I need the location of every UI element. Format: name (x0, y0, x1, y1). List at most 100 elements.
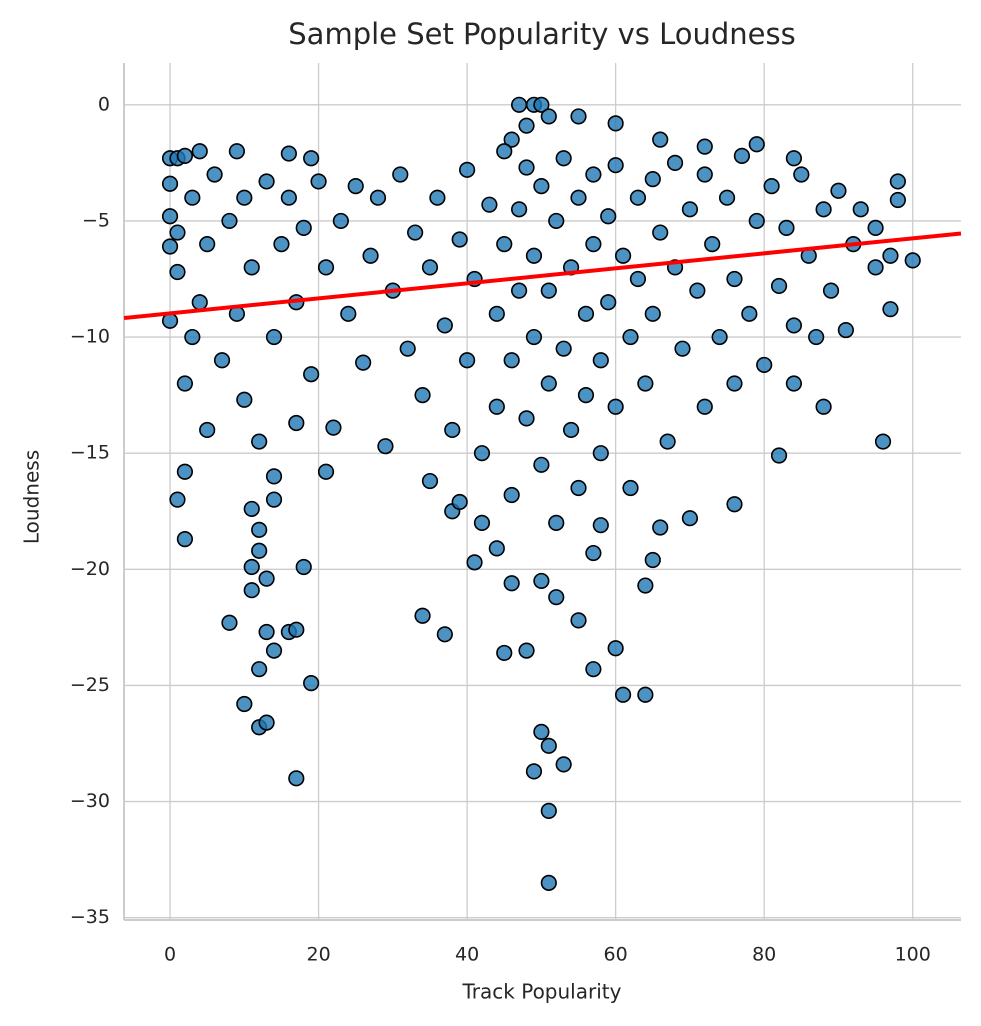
point (436, 626, 453, 643)
y-tick-label: −20 (70, 558, 110, 580)
point (874, 433, 892, 450)
point (525, 328, 543, 346)
point (837, 321, 854, 339)
point (444, 421, 461, 439)
point (199, 421, 216, 439)
point (614, 686, 632, 703)
point (585, 661, 602, 678)
y-tick-label: −30 (70, 790, 110, 812)
point (629, 189, 647, 206)
x-tick-label: 60 (604, 944, 628, 966)
point (176, 463, 193, 480)
point (622, 479, 639, 497)
point (607, 115, 624, 132)
point (696, 138, 713, 155)
point (770, 447, 788, 464)
point (421, 259, 439, 276)
point (607, 398, 624, 415)
point (488, 305, 505, 322)
point (637, 686, 654, 703)
point (288, 770, 305, 787)
point (303, 366, 320, 383)
point (555, 756, 572, 773)
point (629, 270, 647, 288)
point (310, 173, 327, 190)
point (258, 173, 275, 190)
point (681, 510, 699, 527)
point (785, 375, 802, 392)
point (414, 607, 431, 624)
x-tick-label: 20 (306, 944, 330, 966)
point (236, 189, 253, 206)
point (184, 189, 201, 206)
point (429, 189, 446, 206)
point (577, 387, 595, 404)
point (421, 472, 439, 490)
point (481, 196, 498, 213)
point (176, 531, 193, 548)
point (785, 317, 802, 334)
point (533, 456, 550, 473)
point (213, 352, 231, 369)
point (377, 438, 394, 455)
point (718, 189, 736, 206)
point (540, 375, 557, 392)
y-tick-label: 0 (98, 93, 110, 115)
point (280, 189, 297, 206)
point (889, 173, 906, 190)
point (243, 558, 260, 576)
point (176, 375, 193, 392)
point (258, 570, 275, 587)
point (666, 154, 684, 171)
point (533, 96, 550, 113)
point (169, 224, 186, 241)
point (511, 96, 528, 113)
point (778, 219, 795, 236)
point (407, 224, 424, 241)
x-tick-label: 0 (164, 944, 176, 966)
point (488, 398, 505, 415)
point (265, 328, 283, 346)
x-tick-label: 40 (455, 944, 479, 966)
point (525, 763, 543, 780)
point (585, 236, 602, 253)
point (704, 236, 721, 253)
point (496, 236, 513, 253)
point (518, 410, 535, 427)
point (303, 150, 320, 167)
point (496, 644, 513, 662)
point (199, 236, 216, 253)
point (473, 445, 491, 462)
point (191, 294, 208, 311)
point (258, 623, 275, 641)
x-axis-label: Track Popularity (462, 980, 622, 1004)
point (288, 621, 305, 638)
point (726, 270, 743, 288)
point (251, 661, 268, 678)
point (540, 737, 557, 754)
point (169, 263, 186, 281)
point (236, 391, 253, 408)
point (392, 166, 409, 183)
point (600, 294, 617, 311)
point (340, 305, 357, 322)
point (221, 212, 238, 230)
point (555, 150, 572, 167)
point (696, 398, 713, 415)
point (533, 572, 550, 590)
point (652, 131, 669, 148)
point (815, 398, 832, 415)
point (347, 177, 364, 195)
point (503, 352, 520, 369)
point (644, 171, 661, 188)
point (369, 189, 387, 206)
point (785, 150, 802, 167)
point (451, 493, 468, 511)
point (518, 159, 535, 176)
point (585, 166, 602, 183)
point (518, 642, 535, 659)
point (295, 219, 312, 236)
point (726, 496, 743, 513)
